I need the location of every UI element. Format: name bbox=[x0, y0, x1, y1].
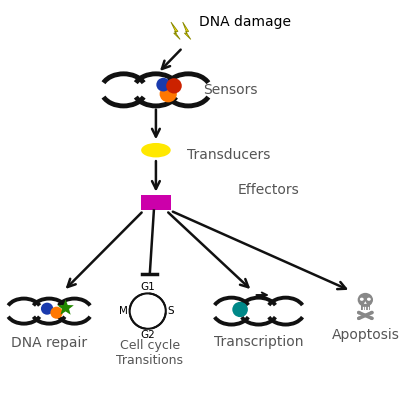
Circle shape bbox=[41, 303, 53, 315]
Text: Sensors: Sensors bbox=[203, 83, 258, 97]
Circle shape bbox=[156, 78, 170, 92]
Text: M: M bbox=[119, 306, 128, 316]
Polygon shape bbox=[364, 301, 367, 304]
Text: DNA repair: DNA repair bbox=[11, 336, 87, 350]
Bar bbox=[141, 195, 171, 210]
Text: Cell cycle
Transitions: Cell cycle Transitions bbox=[116, 339, 183, 367]
Bar bbox=[361, 305, 370, 310]
Text: G1: G1 bbox=[140, 282, 155, 292]
Polygon shape bbox=[57, 299, 74, 315]
Ellipse shape bbox=[141, 143, 171, 158]
Text: Transducers: Transducers bbox=[187, 148, 270, 162]
Circle shape bbox=[370, 311, 374, 314]
Circle shape bbox=[160, 85, 177, 102]
Circle shape bbox=[232, 302, 248, 317]
Ellipse shape bbox=[360, 298, 364, 301]
Ellipse shape bbox=[358, 293, 373, 307]
Text: Apoptosis: Apoptosis bbox=[332, 328, 399, 342]
Text: S: S bbox=[167, 306, 174, 316]
Text: Effectors: Effectors bbox=[238, 183, 300, 197]
Circle shape bbox=[50, 307, 63, 319]
Polygon shape bbox=[171, 22, 180, 39]
Polygon shape bbox=[183, 22, 191, 39]
Text: DNA damage: DNA damage bbox=[199, 15, 291, 29]
Text: Transcription: Transcription bbox=[214, 335, 303, 349]
Ellipse shape bbox=[367, 298, 371, 301]
Circle shape bbox=[357, 311, 361, 314]
Circle shape bbox=[357, 317, 361, 320]
Circle shape bbox=[166, 78, 182, 94]
Circle shape bbox=[370, 317, 374, 320]
Text: G2: G2 bbox=[140, 330, 155, 341]
